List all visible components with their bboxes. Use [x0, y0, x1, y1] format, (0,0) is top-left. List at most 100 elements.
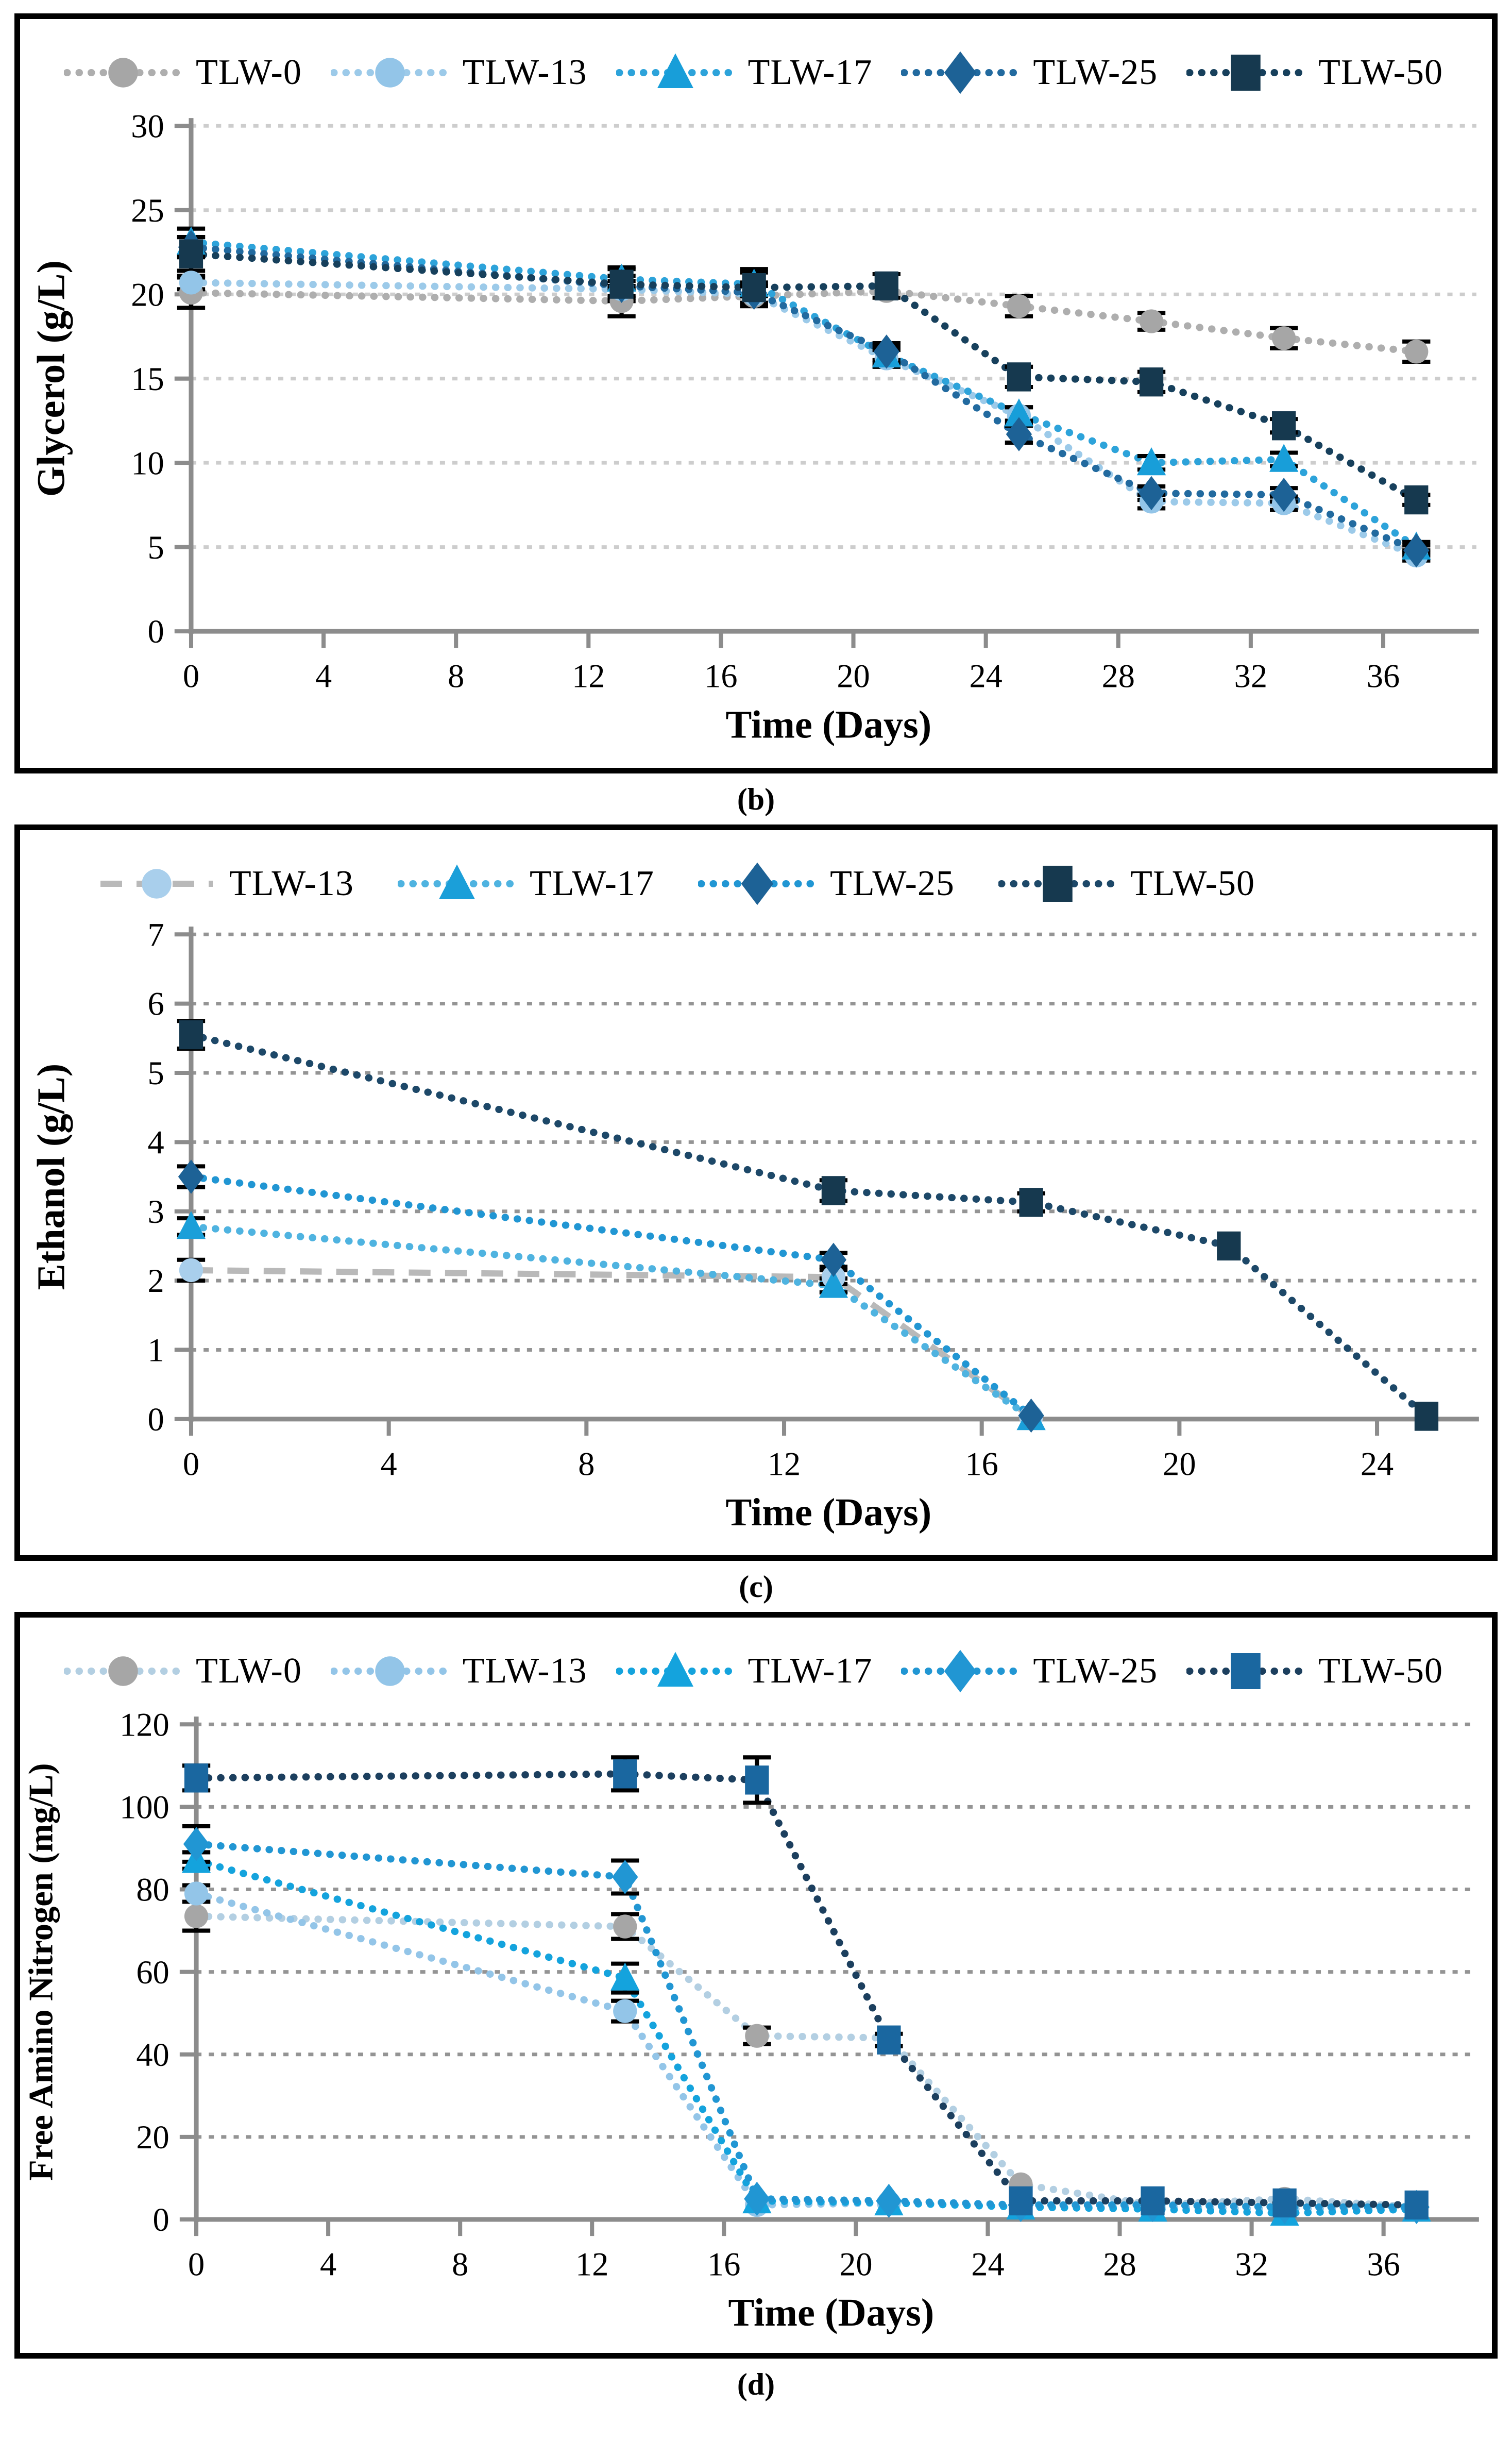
- x-tick-label: 8: [578, 1445, 594, 1482]
- legend-item-TLW-13: TLW-13: [97, 860, 354, 907]
- plot-area-c: 0 1 2 3 4 5 6 7 0 4 8 12 16 20 24 Time (Days) Ethanol (g…: [20, 914, 1492, 1546]
- legend-label-TLW-50: TLW-50: [1130, 863, 1255, 903]
- legend-label-TLW-13: TLW-13: [229, 863, 354, 903]
- panel-caption-c: (c): [739, 1569, 773, 1604]
- y-tick-label: 2: [147, 1263, 164, 1299]
- legend-glyph-TLW-13: [375, 58, 405, 88]
- point-TLW-50: [874, 271, 898, 301]
- legend-label-TLW-25: TLW-25: [1033, 1651, 1158, 1691]
- y-tick-label: 6: [147, 985, 164, 1022]
- gridlines: [196, 1722, 1476, 2139]
- legend-glyph-TLW-50: [1043, 865, 1073, 902]
- error-bars: [177, 226, 1431, 563]
- point-TLW-0: [184, 1904, 209, 1928]
- legend-glyph-TLW-50: [1231, 1653, 1261, 1689]
- legend-marker-TLW-13: [100, 868, 213, 899]
- series-line-TLW-50: [187, 250, 1420, 504]
- legend-glyph-TLW-0: [108, 1656, 138, 1686]
- axes: [179, 1717, 1479, 2236]
- point-TLW-17: [176, 1210, 206, 1239]
- y-tick-label: 4: [147, 1124, 164, 1160]
- point-TLW-0: [613, 1914, 637, 1939]
- legend-glyph-TLW-17: [657, 53, 693, 88]
- x-tick-label: 32: [1234, 658, 1267, 695]
- x-axis-title: Time (Days): [728, 2291, 934, 2334]
- legend-label-TLW-0: TLW-0: [196, 1651, 302, 1691]
- series-line-TLW-0: [192, 1912, 1420, 2211]
- point-TLW-13: [613, 1999, 637, 2023]
- legend-label-TLW-50: TLW-50: [1318, 1651, 1443, 1691]
- y-tick-label: 60: [136, 1954, 169, 1991]
- point-TLW-13: [179, 271, 203, 295]
- chart-b: 0 5 10 15 20 25 30 0 4 8 12 16 20 24 28 32 36 Time (Days)…: [29, 108, 1479, 746]
- panel-c: TLW-13 TLW-17 TLW-25 TLW-50 0 1 2 3 4 5 6 7 0 4 8 12 16…: [14, 824, 1498, 1561]
- legend-glyph-TLW-17: [439, 864, 475, 899]
- x-tick-label: 20: [839, 2246, 872, 2282]
- x-axis-title: Time (Days): [725, 702, 931, 746]
- point-TLW-50: [1414, 1401, 1439, 1431]
- legend-marker-TLW-17: [616, 53, 735, 88]
- legend-marker-TLW-17: [398, 864, 517, 899]
- legend-item-TLW-25: TLW-25: [901, 49, 1158, 96]
- series-markers: [181, 1759, 1431, 2226]
- point-TLW-17: [1269, 444, 1299, 472]
- point-TLW-25: [744, 2181, 770, 2216]
- legend-glyph-TLW-17: [657, 1652, 693, 1687]
- point-TLW-50: [821, 1175, 846, 1205]
- point-TLW-0: [1404, 340, 1429, 364]
- legend-label-TLW-25: TLW-25: [1033, 53, 1158, 92]
- point-TLW-50: [1009, 2186, 1033, 2215]
- point-TLW-50: [745, 1765, 769, 1795]
- series-line-TLW-13: [191, 1267, 1033, 1420]
- axes: [174, 926, 1479, 1436]
- y-tick-label: 7: [147, 916, 164, 953]
- point-TLW-50: [1272, 411, 1296, 441]
- series-lines: [187, 1031, 1430, 1421]
- x-tick-label: 24: [971, 2246, 1004, 2282]
- point-TLW-17: [1004, 398, 1034, 427]
- x-tick-label: 16: [704, 658, 737, 695]
- legend-item-TLW-25: TLW-25: [901, 1647, 1158, 1695]
- legend-marker-TLW-25: [698, 862, 817, 905]
- tick-labels: 0 20 40 60 80 100 120 0 4 8 12 16 20 24 28 32 36: [120, 1706, 1400, 2282]
- point-TLW-50: [184, 1763, 209, 1793]
- point-TLW-0: [745, 2024, 769, 2048]
- point-TLW-50: [1019, 1187, 1043, 1217]
- y-tick-label: 0: [147, 1401, 164, 1438]
- legend-marker-TLW-0: [64, 58, 182, 88]
- legend-label-TLW-17: TLW-17: [530, 863, 654, 903]
- series-line-TLW-50: [187, 1031, 1430, 1420]
- x-tick-label: 4: [315, 658, 332, 695]
- point-TLW-50: [1141, 2186, 1165, 2215]
- legend-d: TLW-0 TLW-13 TLW-17 TLW-25 TLW-50: [20, 1618, 1492, 1701]
- legend-item-TLW-13: TLW-13: [330, 1647, 587, 1695]
- legend-label-TLW-17: TLW-17: [747, 1651, 873, 1691]
- legend-item-TLW-13: TLW-13: [330, 49, 587, 96]
- legend-label-TLW-25: TLW-25: [830, 863, 955, 903]
- y-axis-title: Free Amino Nitrogen (mg/L): [22, 1763, 60, 2181]
- x-tick-label: 36: [1367, 658, 1400, 695]
- legend-label-TLW-13: TLW-13: [462, 53, 587, 92]
- plot-area-d: 0 20 40 60 80 100 120 0 4 8 12 16 20 24 28 32 36 Time (Da…: [20, 1701, 1492, 2344]
- point-TLW-50: [1272, 2188, 1297, 2217]
- series-line-TLW-17: [187, 1222, 1035, 1421]
- series-line-TLW-17: [192, 1857, 1420, 2217]
- series-markers: [176, 1020, 1439, 1433]
- series-line-TLW-17: [187, 238, 1420, 551]
- legend-label-TLW-50: TLW-50: [1318, 53, 1443, 92]
- legend-item-TLW-17: TLW-17: [398, 860, 654, 907]
- x-tick-label: 4: [320, 2246, 336, 2282]
- x-tick-label: 0: [183, 1445, 199, 1482]
- legend-marker-TLW-25: [901, 1650, 1020, 1693]
- error-bars: [182, 1755, 903, 2048]
- legend-label-TLW-13: TLW-13: [462, 1651, 587, 1691]
- point-TLW-50: [1217, 1231, 1241, 1260]
- point-TLW-50: [179, 1020, 203, 1049]
- point-TLW-25: [1018, 1398, 1044, 1433]
- y-tick-label: 15: [131, 361, 164, 397]
- x-tick-label: 12: [572, 658, 605, 695]
- legend-item-TLW-50: TLW-50: [1186, 1647, 1443, 1695]
- chart-d: 0 20 40 60 80 100 120 0 4 8 12 16 20 24 28 32 36 Time (Da…: [22, 1706, 1479, 2334]
- y-tick-label: 25: [131, 192, 164, 229]
